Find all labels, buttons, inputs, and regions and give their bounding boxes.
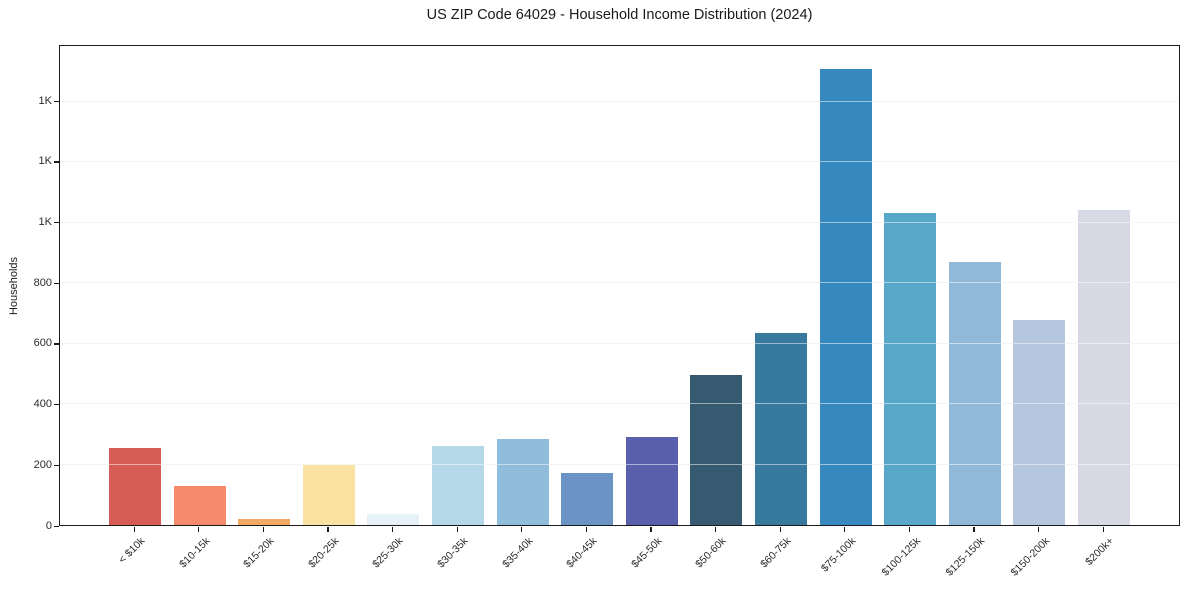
gridline-overlay — [60, 282, 1179, 284]
x-tick-label: $75-100k — [818, 535, 859, 575]
bar-$30-35k — [432, 446, 484, 525]
bar-$100-125k — [884, 213, 937, 525]
y-tick-label: 1K — [38, 94, 52, 107]
x-tick-mark — [1037, 527, 1040, 532]
x-tick-mark — [844, 527, 846, 532]
x-tick-mark — [327, 527, 329, 532]
x-tick-mark — [1102, 527, 1104, 532]
bar-$60-75k — [755, 332, 807, 525]
gridline-overlay — [60, 100, 1179, 102]
x-tick-mark — [391, 527, 394, 532]
bar-$75-100k — [819, 68, 872, 525]
x-tick-mark — [779, 527, 781, 532]
x-tick-mark — [133, 527, 135, 532]
x-tick-mark — [456, 527, 458, 532]
bar-$45-50k — [625, 437, 678, 525]
x-tick-label: $50-60k — [693, 535, 729, 571]
x-tick-mark — [521, 527, 523, 532]
x-tick-label: $10-15k — [176, 535, 213, 571]
plot-area — [59, 45, 1180, 526]
bar-$150-200k — [1013, 320, 1066, 525]
x-tick-mark — [908, 527, 910, 532]
x-tick-label: $150-200k — [1008, 535, 1052, 579]
x-tick-mark — [198, 527, 200, 532]
gridline-overlay — [60, 161, 1179, 163]
x-tick-mark — [262, 527, 264, 532]
gridline-overlay — [60, 403, 1179, 405]
x-tick-label: $125-150k — [943, 535, 988, 579]
x-tick-label: $30-35k — [435, 535, 471, 571]
x-tick-label: $20-25k — [305, 535, 342, 571]
bar-$25-30k — [367, 514, 420, 525]
y-tick-label: 400 — [33, 398, 52, 411]
x-tick-label: $15-20k — [241, 535, 277, 571]
x-tick-label: $25-30k — [370, 535, 406, 571]
bar-$125-150k — [948, 262, 1001, 525]
x-tick-mark — [585, 527, 587, 532]
x-tick-label: $100-125k — [879, 535, 923, 579]
bar-$35-40k — [496, 438, 549, 525]
bar-$200k+ — [1078, 210, 1130, 525]
y-tick-label: 0 — [45, 519, 52, 532]
y-tick-label: 200 — [33, 458, 52, 471]
x-tick-label: $45-50k — [628, 535, 665, 571]
x-tick-label: $40-45k — [564, 535, 600, 571]
bar-$50-60k — [690, 374, 743, 525]
x-tick-mark — [714, 527, 717, 532]
bar-$20-25k — [302, 465, 355, 525]
y-tick-label: 1K — [38, 155, 52, 168]
bar-$10-15k — [173, 485, 226, 525]
bar-< $10k — [109, 447, 161, 525]
gridline-overlay — [60, 221, 1179, 223]
y-tick-label: 1K — [38, 216, 52, 229]
bar-$15-20k — [238, 518, 291, 525]
chart-title: US ZIP Code 64029 - Household Income Dis… — [426, 7, 813, 23]
x-tick-label: < $10k — [116, 535, 148, 566]
gridline-overlay — [60, 463, 1179, 465]
y-axis-label: Households — [8, 256, 20, 316]
gridline-overlay — [60, 342, 1179, 344]
x-tick-mark — [650, 527, 652, 532]
x-tick-label: $35-40k — [499, 535, 536, 571]
x-tick-label: $200k+ — [1083, 535, 1117, 569]
x-tick-mark — [973, 527, 975, 532]
x-tick-label: $60-75k — [758, 535, 794, 571]
y-tick-label: 600 — [33, 337, 52, 350]
bar-$40-45k — [561, 473, 614, 525]
